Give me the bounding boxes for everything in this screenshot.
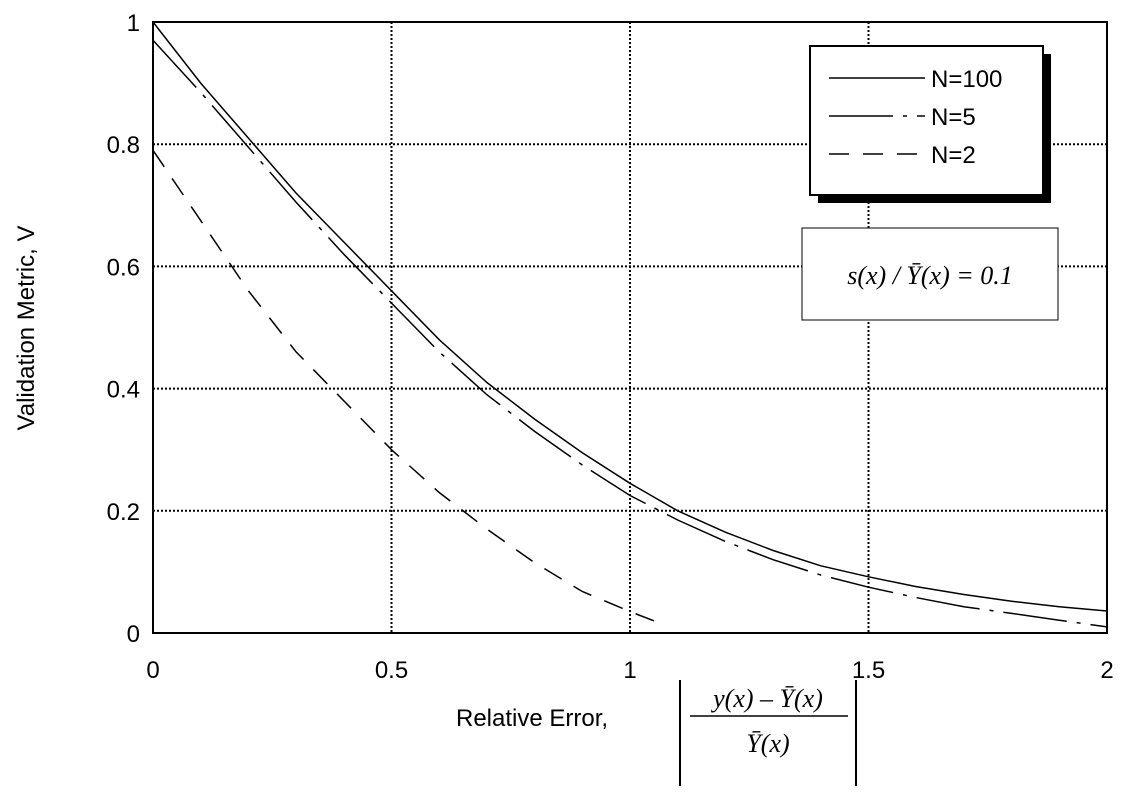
annotation-box [801, 227, 1059, 321]
series-line-n-2 [152, 149, 655, 622]
annotation: s(x) / Ȳ(x) = 0.1 [801, 227, 1059, 321]
x-axis-label-denominator: Ȳ(x) [746, 729, 789, 758]
y-tick-label: 0 [127, 621, 140, 648]
series-lines [152, 21, 1108, 628]
y-tick-label: 0.8 [107, 132, 140, 159]
annotation-text: s(x) / Ȳ(x) = 0.1 [847, 261, 1013, 290]
y-axis-label: Validation Metric, V [13, 226, 40, 431]
x-tick-label: 1.5 [852, 657, 885, 684]
legend-label: N=2 [931, 142, 976, 169]
series-line-n-100 [152, 21, 1108, 612]
x-axis-label-text: Relative Error, [456, 705, 608, 732]
legend-box [809, 45, 1044, 196]
legend-label: N=100 [931, 66, 1002, 93]
y-tick-label: 0.6 [107, 254, 140, 281]
x-tick-label: 0.5 [375, 657, 408, 684]
legend: N=100 N=5 N=2 [809, 45, 1051, 203]
y-tick-label: 0.4 [107, 377, 140, 404]
x-tick-label: 1 [623, 657, 636, 684]
tick-labels: 0 0.5 1 1.5 2 0 0.2 0.4 0.6 0.8 1 [107, 10, 1114, 684]
x-axis-label: Relative Error, y(x) – Ȳ(x) Ȳ(x) [456, 680, 857, 786]
plot-frame [152, 21, 1108, 634]
x-axis-label-numerator: y(x) – Ȳ(x) [710, 684, 823, 713]
y-tick-label: 0.2 [107, 499, 140, 526]
y-tick-label: 1 [127, 10, 140, 37]
x-tick-label: 2 [1100, 657, 1113, 684]
series-line-n-5 [152, 39, 1108, 628]
x-tick-label: 0 [146, 657, 159, 684]
legend-label: N=5 [931, 104, 976, 131]
